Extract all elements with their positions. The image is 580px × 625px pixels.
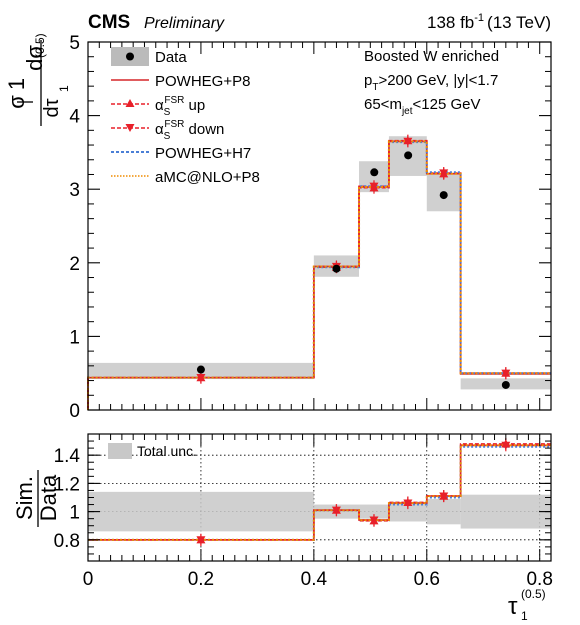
experiment-label: CMS [88,12,130,33]
data-point [332,264,341,273]
svg-text:1: 1 [521,609,528,623]
svg-text:σ: σ [4,95,29,109]
data-point [370,168,379,177]
legend-data-marker [126,52,134,61]
ratio-y-tick-label: 1.4 [54,446,81,467]
ratio-y-tick-label: 1.2 [54,474,80,495]
data-point [439,191,448,200]
svg-text:τ: τ [508,593,518,620]
y-tick-label: 2 [69,254,80,275]
status-label: Preliminary [144,15,225,32]
legend-amcnlo-label: aMC@NLO+P8 [155,169,260,186]
prediction-line-4 [87,140,551,410]
legend: Data POWHEG+P8 αSFSR up αSFSR down POWHE… [111,47,260,186]
data-point [404,151,413,160]
total-unc-bin [388,501,427,522]
y-tick-label: 0 [69,401,80,422]
legend-total-unc-swatch [108,443,132,459]
legend-total-unc-label: Total unc. [137,443,197,459]
ratio-marker [439,492,449,501]
svg-text:dσ: dσ [22,45,47,71]
selection-line-3: 65<mjet<125 GeV [364,96,480,117]
legend-data-label: Data [155,49,187,66]
ratio-markers [196,437,511,546]
ratio-marker [501,441,511,450]
prediction-marker [369,182,379,191]
legend-alphas-up-label: αSFSR up [155,95,205,118]
prediction-marker [403,137,413,146]
data-point [196,365,205,374]
data-points [196,151,510,389]
data-point [501,380,510,389]
legend-alphas-up-marker [125,99,135,107]
ratio-marker [403,499,413,508]
svg-text:1: 1 [57,85,71,92]
x-tick-label: 0.4 [301,569,328,590]
selection-line-1: Boosted W enriched [364,48,499,65]
total-unc-bin [359,504,389,519]
legend-powheg-h7-label: POWHEG+H7 [155,145,251,162]
main-y-axis-label: 1 σ dσ dτ 1 (0.5) [4,33,71,126]
main-axis-ticks: 0 1 2 3 4 5 [69,33,552,422]
main-frame [87,41,552,411]
selection-text: Boosted W enriched pT>200 GeV, |y|<1.7 6… [364,48,499,117]
total-unc-bin [460,494,551,529]
total-unc-bin [426,498,461,525]
ratio-panel: 0.8 1 1.2 1.4 0 0.2 0.4 0.6 0.8 Total unc. Sim. … [12,433,553,623]
ratio-y-tick-label: 1 [69,503,80,524]
y-tick-label: 1 [69,327,80,348]
total-unc-bin [88,491,314,532]
svg-text:(0.5): (0.5) [33,33,47,58]
prediction-marker [196,374,206,383]
prediction-histograms [87,139,551,410]
x-tick-label: 0 [83,569,94,590]
svg-text:Sim.: Sim. [12,476,37,520]
legend-powheg-p8-label: POWHEG+P8 [155,73,250,90]
prediction-marker [501,369,511,378]
legend-alphas-down-marker [125,124,135,132]
ratio-marker [196,536,206,545]
svg-text:1: 1 [4,78,29,90]
prediction-marker [439,169,449,178]
ratio-marker [369,516,379,525]
x-tick-label: 0.8 [526,569,552,590]
x-tick-label: 0.2 [188,569,214,590]
luminosity-label: 138 fb-1 (13 TeV) [427,12,551,32]
main-panel: 0 1 2 3 4 5 1 σ dσ dτ 1 (0.5) Data POWHEG+P8 … [4,33,552,422]
svg-text:dτ: dτ [41,98,63,117]
ratio-axis-ticks: 0.8 1 1.2 1.4 0 0.2 0.4 0.6 0.8 [54,434,553,590]
ratio-y-axis-label: Sim. Data [12,470,61,527]
svg-text:Data: Data [36,474,61,521]
ratio-histograms [88,443,551,541]
total-uncertainty-band [88,491,551,532]
x-tick-label: 0.6 [414,569,440,590]
y-tick-label: 4 [69,107,80,128]
ratio-y-tick-label: 0.8 [54,531,80,552]
y-tick-label: 5 [69,33,80,54]
x-axis-label: τ 1 (0.5) [508,587,546,623]
ratio-marker [331,506,341,515]
ratio-line-4 [88,444,551,541]
y-tick-label: 3 [69,180,80,201]
svg-text:(0.5): (0.5) [521,587,546,601]
legend-alphas-down-label: αSFSR down [155,119,224,142]
selection-line-2: pT>200 GeV, |y|<1.7 [364,72,498,93]
